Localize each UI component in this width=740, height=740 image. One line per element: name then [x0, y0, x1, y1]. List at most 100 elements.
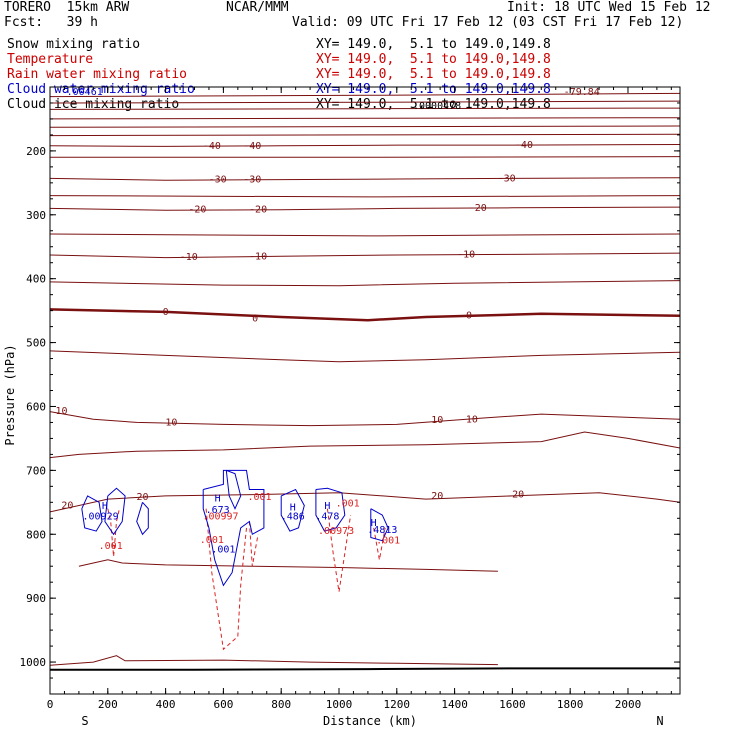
- rain-label: .001: [376, 536, 400, 547]
- temperature-contour: [78, 559, 498, 572]
- temperature-contour: [49, 117, 681, 120]
- temperature-contour: [49, 252, 681, 259]
- rain-contour: [326, 508, 352, 592]
- legend-field-name: Snow mixing ratio: [7, 37, 141, 52]
- cloud-label: .001: [211, 545, 235, 556]
- cloud-contour: [104, 487, 126, 536]
- snow-min-label: .0000478: [413, 101, 461, 112]
- cloud-label: H: [290, 502, 296, 513]
- temperature-contour: [50, 156, 681, 158]
- y-tick-label: 900: [26, 592, 46, 605]
- legend-field-range: XY= 149.0, 5.1 to 149.0,149.8: [316, 52, 551, 67]
- temperature-contour: [49, 144, 681, 147]
- cloud-label: .486: [281, 511, 305, 522]
- cloud-label: H: [371, 518, 377, 529]
- cloud-contour: [370, 508, 389, 542]
- temperature-contour: [49, 411, 681, 427]
- ground-line: [50, 667, 680, 671]
- temperature-label: -40: [515, 140, 533, 151]
- x-axis-label: Distance (km): [323, 714, 417, 728]
- temperature-label: 20: [136, 492, 148, 503]
- temperature-contour: [49, 431, 681, 459]
- init-time: Init: 18 UTC Wed 15 Feb 12: [507, 0, 711, 15]
- cloud-contour: [225, 469, 242, 510]
- cloud-label: H: [324, 501, 330, 512]
- south-end-label: S: [81, 714, 88, 728]
- cloud-label: .00461: [67, 87, 103, 98]
- temperature-label: 10: [56, 406, 68, 417]
- x-tick-label: 1600: [499, 698, 526, 711]
- rain-label: .001: [99, 541, 123, 552]
- temperature-label: -10: [180, 252, 198, 263]
- cloud-label: H: [215, 493, 221, 504]
- legend-field-range: XY= 149.0, 5.1 to 149.0,149.8: [316, 67, 551, 82]
- temperature-label: 20: [512, 490, 524, 501]
- temperature-label: -20: [469, 203, 487, 214]
- temperature-contour: [49, 280, 681, 287]
- cloud-label: .4813: [367, 525, 397, 536]
- x-tick-label: 2000: [615, 698, 642, 711]
- temperature-label: -40: [203, 141, 221, 152]
- valid-time: Valid: 09 UTC Fri 17 Feb 12 (03 CST Fri …: [292, 15, 684, 30]
- y-tick-label: 400: [26, 273, 46, 286]
- y-tick-label: 700: [26, 464, 46, 477]
- x-tick-label: 200: [98, 698, 118, 711]
- surface-contour: [49, 655, 498, 666]
- y-tick-label: 800: [26, 528, 46, 541]
- org-label: NCAR/MMM: [226, 0, 289, 15]
- temperature-label: -40: [243, 141, 261, 152]
- cloud-contour: [280, 488, 305, 532]
- x-tick-label: 1200: [384, 698, 411, 711]
- temperature-contour: [49, 107, 681, 110]
- forecast-hour: Fcst: 39 h: [4, 15, 98, 30]
- temperature-contour: [49, 233, 681, 237]
- legend-field-range: XY= 149.0, 5.1 to 149.0,149.8: [316, 37, 551, 52]
- y-tick-label: 300: [26, 209, 46, 222]
- temperature-contour: [49, 492, 681, 513]
- cloud-contour: [136, 501, 149, 536]
- temperature-label: 0: [466, 311, 472, 322]
- x-tick-label: 800: [271, 698, 291, 711]
- legend-field-range: XY= 149.0, 5.1 to 149.0,149.8: [316, 82, 551, 97]
- cloud-label: .00929: [83, 511, 119, 522]
- temperature-contour: [49, 133, 681, 137]
- temperature-label: -20: [188, 205, 206, 216]
- temperature-label: -20: [249, 205, 267, 216]
- rain-label: .001: [247, 492, 271, 503]
- model-title: TORERO 15km ARW: [4, 0, 130, 15]
- temperature-label: -10: [249, 251, 267, 262]
- temperature-contour: [49, 100, 681, 104]
- legend-field-name: Temperature: [7, 52, 94, 67]
- temperature-label: -30: [498, 173, 516, 184]
- x-tick-label: 1400: [441, 698, 468, 711]
- x-tick-label: 400: [156, 698, 176, 711]
- x-tick-label: 600: [213, 698, 233, 711]
- y-tick-label: 200: [26, 145, 46, 158]
- rain-label: .00973: [318, 526, 354, 537]
- temperature-label: 10: [165, 417, 177, 428]
- temperature-label: -79.84: [564, 87, 600, 98]
- north-end-label: N: [656, 714, 663, 728]
- temperature-label: -30: [243, 175, 261, 186]
- x-tick-label: 1000: [326, 698, 353, 711]
- temperature-contour: [49, 125, 681, 128]
- temperature-contour: [49, 195, 681, 198]
- temperature-label: 10: [466, 414, 478, 425]
- cloud-contour: [81, 495, 103, 532]
- temperature-label: 20: [61, 501, 73, 512]
- rain-contour: [107, 508, 120, 557]
- cloud-label: H: [102, 501, 108, 512]
- x-tick-label: 0: [47, 698, 54, 711]
- temperature-label: -30: [209, 175, 227, 186]
- cloud-contour: [315, 487, 346, 532]
- temperature-label: 10: [431, 415, 443, 426]
- rain-contour: [248, 521, 259, 567]
- temperature-label: -10: [457, 249, 475, 260]
- x-tick-label: 1800: [557, 698, 584, 711]
- cloud-contour: [202, 469, 265, 587]
- temperature-contour: [49, 350, 681, 363]
- rain-label: .00997: [202, 511, 238, 522]
- legend-field-name: Cloud ice mixing ratio: [7, 97, 180, 112]
- cloud-label: .673: [206, 505, 230, 516]
